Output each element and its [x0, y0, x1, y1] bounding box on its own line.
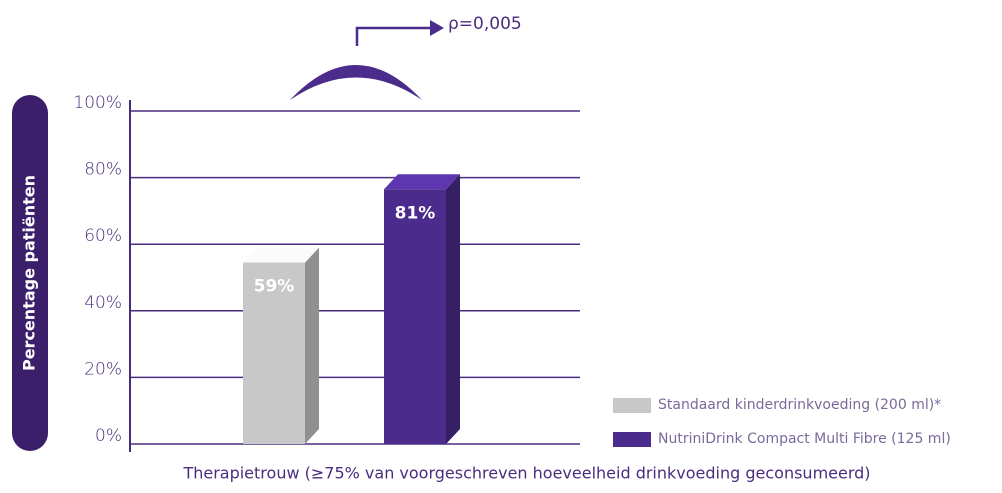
bar-top — [384, 174, 460, 190]
y-label-pill — [12, 95, 48, 451]
y-tick-label: 100% — [73, 93, 122, 113]
value-label: 59% — [254, 277, 295, 297]
bar-top — [243, 247, 319, 263]
bar — [384, 189, 446, 444]
value-label: 81% — [395, 203, 436, 223]
legend-label: Standaard kinderdrinkvoeding (200 ml)* — [658, 397, 941, 413]
y-tick-label: 60% — [84, 226, 122, 246]
x-axis-label: Therapietrouw (≥75% van voorgeschreven h… — [182, 464, 870, 483]
y-tick-label: 20% — [84, 359, 122, 379]
legend-swatch — [613, 432, 651, 447]
legend-swatch — [613, 398, 651, 413]
annotation: ρ=0,005 — [448, 14, 522, 34]
significance-arc — [290, 65, 422, 100]
bar — [243, 262, 305, 444]
arrow-head — [430, 20, 444, 36]
legend-label: NutriniDrink Compact Multi Fibre (125 ml… — [658, 431, 951, 447]
y-axis-label: Percentage patiënten — [20, 175, 39, 371]
significance-arrow — [355, 26, 432, 46]
y-tick-label: 0% — [95, 426, 122, 446]
bar-side — [305, 247, 319, 444]
y-tick-label: 80% — [84, 160, 122, 180]
bar-side — [446, 174, 460, 444]
y-tick-label: 40% — [84, 293, 122, 313]
